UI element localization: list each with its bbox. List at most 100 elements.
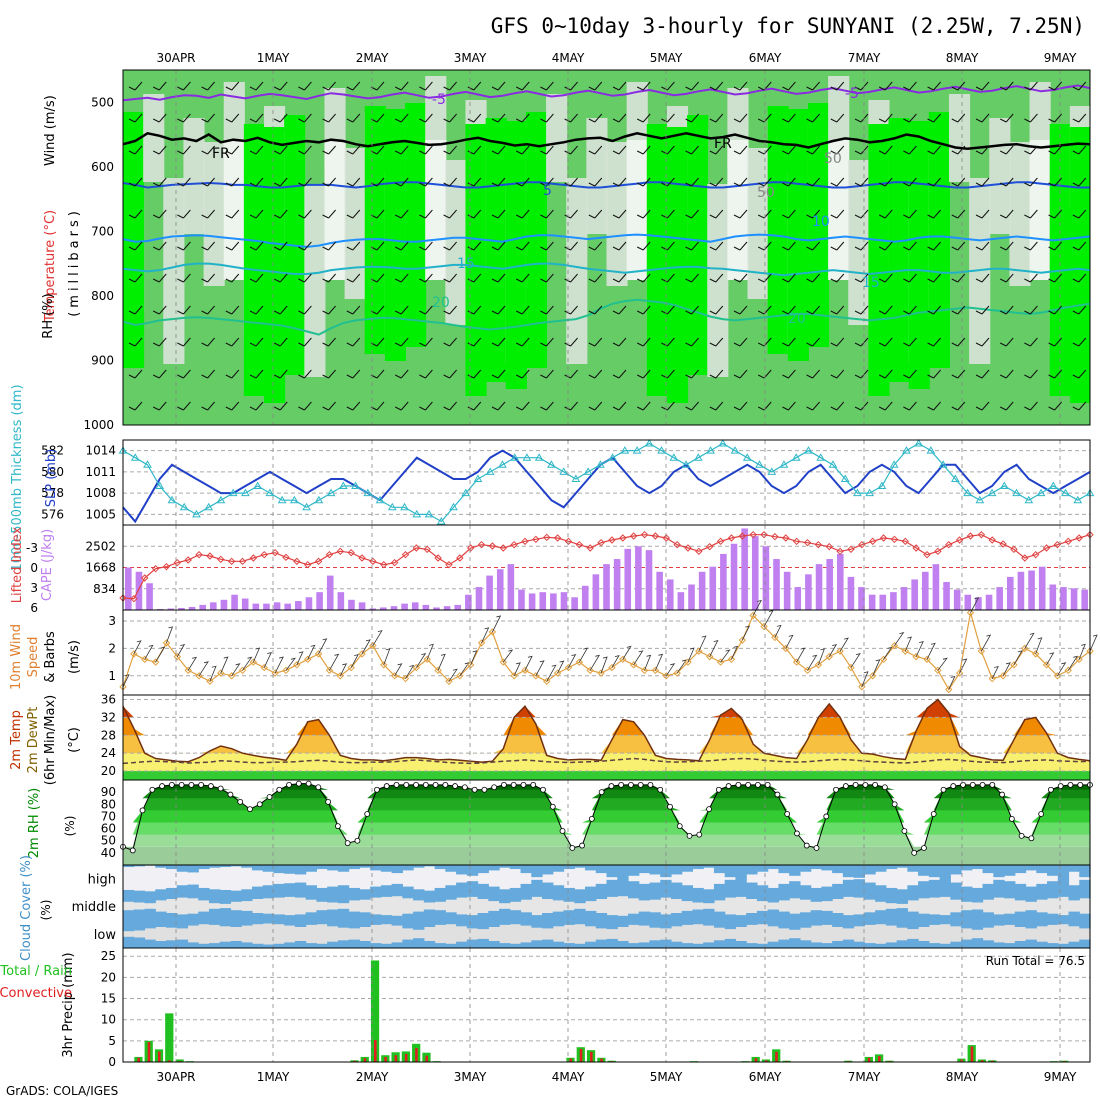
wind-speed-point [510, 672, 518, 680]
wind-barb [201, 145, 215, 155]
rh-point [344, 840, 351, 847]
cloud-cover-bar [123, 889, 135, 892]
wind-barb [273, 401, 288, 411]
cloud-cover-bar [305, 912, 317, 920]
wind-barb [201, 401, 215, 411]
wind-barb-10m [263, 651, 272, 668]
wind-barb [1024, 177, 1038, 187]
ylabel-wind10m-2: Speed [26, 637, 41, 678]
cape-bar [156, 608, 164, 610]
rh-point [842, 783, 849, 789]
cloud-cover-bar [574, 865, 586, 868]
date-label-top: 4MAY [552, 51, 585, 65]
cloud-cover-bar [155, 865, 167, 868]
wind-speed-point [575, 658, 584, 666]
wind-barb [1024, 209, 1038, 219]
cloud-cover-bar [585, 910, 597, 920]
wind-barb-10m [350, 653, 359, 668]
rh-point [540, 786, 546, 793]
wind-barb [249, 177, 264, 187]
lifted-index-point [380, 560, 388, 569]
cloud-cover-bar [627, 913, 640, 920]
precip-total-bar [175, 1059, 184, 1062]
wind-barb [878, 273, 893, 283]
cloud-cover-bar [585, 886, 597, 892]
cloud-cover-bar [950, 865, 962, 875]
thickness-point [804, 446, 813, 454]
cloud-cover-bar [950, 912, 962, 920]
lifted-index-point [814, 540, 823, 549]
isotherm-label: FR [212, 146, 230, 162]
cloud-cover-bar [488, 865, 500, 871]
wind-barb [346, 241, 361, 251]
cloud-cover-bar [1004, 913, 1016, 920]
wind-barb [854, 305, 869, 315]
wind-barb [903, 273, 917, 283]
wind-barb [491, 337, 506, 347]
rh-point [813, 845, 820, 851]
wind-barb [612, 305, 627, 315]
rh-point [198, 781, 205, 788]
cloud-cover-bar [939, 892, 951, 897]
lifted-index-point [130, 594, 138, 603]
rh-point [159, 783, 165, 789]
wind-barb [854, 369, 869, 379]
wind-barb [588, 145, 603, 155]
cloud-cover-bar [810, 865, 822, 870]
rh-point [452, 783, 459, 789]
lifted-index-point [966, 532, 975, 540]
lifted-index-point [629, 532, 638, 540]
lifted-index-point [1031, 550, 1040, 559]
cape-tick: 834 [93, 582, 116, 596]
cloud-cover-bar [187, 884, 199, 892]
wind-speed-point [401, 674, 410, 683]
cloud-cover-bar [1057, 920, 1070, 925]
wind-barb-10m [1046, 652, 1055, 666]
lifted-index-point [445, 560, 453, 569]
cloud-cover-bar [542, 882, 554, 892]
cloud-cover-bar [423, 892, 436, 903]
rh-tick: 40 [101, 846, 116, 860]
wind-speed-point [771, 633, 779, 642]
cloud-cover-bar [649, 920, 661, 928]
wind-barb [878, 209, 893, 219]
thickness-tick: 580 [41, 465, 64, 479]
wind-barb [346, 81, 361, 91]
wind-barb [709, 369, 724, 379]
wind-barb-10m [470, 650, 478, 665]
wind-barb [225, 81, 240, 91]
wind-barb [806, 273, 820, 283]
rh-tick: 70 [101, 809, 116, 823]
wind-barb [152, 241, 167, 251]
cloud-cover-bar [380, 920, 393, 925]
cloud-cover-bar [230, 941, 242, 948]
wind-barb [225, 177, 240, 187]
cloud-cover-bar [681, 943, 694, 948]
lifted-index-point [782, 534, 790, 542]
wind-barb [733, 81, 748, 91]
thickness-point [889, 460, 899, 468]
cloud-cover-bar [660, 892, 672, 898]
cloud-cover-bar [735, 865, 747, 879]
wind-barb [152, 145, 167, 155]
wind-barb [612, 113, 627, 123]
wind-barb [128, 337, 143, 347]
isotherm-label: -5 [432, 92, 446, 108]
cloud-cover-bar [531, 920, 543, 928]
wind-barb [685, 369, 699, 379]
wind-barb [951, 145, 966, 155]
rh-point [901, 828, 908, 834]
rh-moist-band [485, 118, 507, 382]
cape-bar [475, 587, 483, 610]
lifted-index-point [1010, 545, 1018, 554]
thickness-point [192, 509, 201, 518]
cloud-cover-bar [896, 940, 908, 948]
thickness-point [436, 516, 446, 525]
cloud-cover-bar [767, 941, 780, 948]
cloud-cover-bar [208, 920, 221, 925]
wind-barb [443, 401, 457, 411]
cape-bar [581, 585, 589, 610]
wind-barb [903, 145, 917, 155]
cloud-cover-bar [434, 943, 446, 948]
